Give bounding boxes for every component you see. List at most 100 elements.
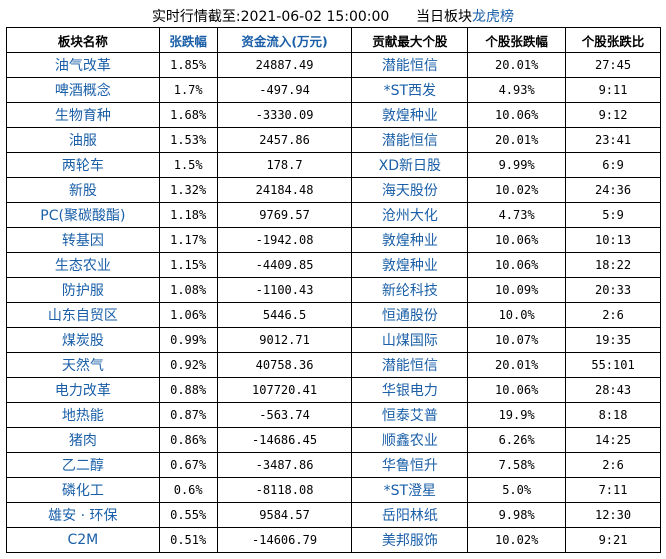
top-stock[interactable]: 沧州大化 (351, 202, 469, 228)
fund-inflow: 24887.49 (216, 52, 353, 78)
table-row: 磷化工 0.6% -8118.08 *ST澄星 5.0% 7:11 (6, 477, 661, 503)
table-row: 新股 1.32% 24184.48 海天股份 10.02% 24:36 (6, 177, 661, 203)
up-down-ratio: 9:11 (565, 77, 661, 103)
stock-change-pct: 20.01% (467, 52, 567, 78)
table-row: C2M 0.51% -14606.79 美邦服饰 10.02% 9:21 (6, 527, 661, 553)
change-pct: 0.99% (158, 327, 218, 353)
table-row: 生态农业 1.15% -4409.85 敦煌种业 10.06% 18:22 (6, 252, 661, 278)
longhubang-link[interactable]: 龙虎榜 (472, 9, 515, 25)
stock-change-pct: 20.01% (467, 127, 567, 153)
header-change[interactable]: 张跌幅 (158, 27, 218, 53)
table-row: PC(聚碳酸酯) 1.18% 9769.57 沧州大化 4.73% 5:9 (6, 202, 661, 228)
change-pct: 0.92% (158, 352, 218, 378)
sector-name[interactable]: 油气改革 (6, 52, 160, 78)
stock-change-pct: 19.9% (467, 402, 567, 428)
sector-name[interactable]: 转基因 (6, 227, 160, 253)
top-stock[interactable]: 海天股份 (351, 177, 469, 203)
sector-name[interactable]: 山东自贸区 (6, 302, 160, 328)
top-stock[interactable]: 潜能恒信 (351, 352, 469, 378)
stock-change-pct: 6.26% (467, 427, 567, 453)
fund-inflow: 9584.57 (216, 502, 353, 528)
sector-name[interactable]: PC(聚碳酸酯) (6, 202, 160, 228)
top-stock[interactable]: XD新日股 (351, 152, 469, 178)
change-pct: 1.32% (158, 177, 218, 203)
sector-name[interactable]: 新股 (6, 177, 160, 203)
change-pct: 0.67% (158, 452, 218, 478)
up-down-ratio: 20:33 (565, 277, 661, 303)
top-stock[interactable]: 山煤国际 (351, 327, 469, 353)
top-stock[interactable]: 恒通股份 (351, 302, 469, 328)
change-pct: 1.5% (158, 152, 218, 178)
sector-name[interactable]: 生态农业 (6, 252, 160, 278)
top-stock[interactable]: *ST西发 (351, 77, 469, 103)
sector-table: 板块名称 张跌幅 资金流入(万元) 贡献最大个股 个股张跌幅 个股张跌比 油气改革 1.85… (6, 27, 661, 553)
header-sector-name: 板块名称 (6, 27, 160, 53)
sector-name[interactable]: C2M (6, 527, 160, 553)
stock-change-pct: 10.07% (467, 327, 567, 353)
header-up-down-ratio: 个股张跌比 (565, 27, 661, 53)
table-row: 地热能 0.87% -563.74 恒泰艾普 19.9% 8:18 (6, 402, 661, 428)
header-fund-inflow[interactable]: 资金流入(万元) (216, 27, 353, 53)
stock-change-pct: 10.06% (467, 252, 567, 278)
top-stock[interactable]: 恒泰艾普 (351, 402, 469, 428)
header-stock-change: 个股张跌幅 (467, 27, 567, 53)
title-label: 当日板块 (416, 9, 473, 25)
sector-name[interactable]: 啤酒概念 (6, 77, 160, 103)
top-stock[interactable]: 新纶科技 (351, 277, 469, 303)
sector-name[interactable]: 雄安 · 环保 (6, 502, 160, 528)
stock-change-pct: 10.02% (467, 177, 567, 203)
sector-name[interactable]: 生物育种 (6, 102, 160, 128)
up-down-ratio: 28:43 (565, 377, 661, 403)
top-stock[interactable]: 华鲁恒升 (351, 452, 469, 478)
sector-name[interactable]: 乙二醇 (6, 452, 160, 478)
fund-inflow: 24184.48 (216, 177, 353, 203)
sector-name[interactable]: 两轮车 (6, 152, 160, 178)
fund-inflow: 178.7 (216, 152, 353, 178)
sector-name[interactable]: 猪肉 (6, 427, 160, 453)
fund-inflow: 5446.5 (216, 302, 353, 328)
sector-name[interactable]: 天然气 (6, 352, 160, 378)
stock-change-pct: 10.06% (467, 227, 567, 253)
change-pct: 1.85% (158, 52, 218, 78)
fund-inflow: -14606.79 (216, 527, 353, 553)
change-pct: 1.15% (158, 252, 218, 278)
top-stock[interactable]: 岳阳林纸 (351, 502, 469, 528)
top-stock[interactable]: 潜能恒信 (351, 52, 469, 78)
top-stock[interactable]: 敦煌种业 (351, 252, 469, 278)
change-pct: 0.6% (158, 477, 218, 503)
top-stock[interactable]: 华银电力 (351, 377, 469, 403)
up-down-ratio: 55:101 (565, 352, 661, 378)
up-down-ratio: 12:30 (565, 502, 661, 528)
stock-change-pct: 10.0% (467, 302, 567, 328)
change-pct: 0.86% (158, 427, 218, 453)
table-row: 天然气 0.92% 40758.36 潜能恒信 20.01% 55:101 (6, 352, 661, 378)
table-row: 煤炭股 0.99% 9012.71 山煤国际 10.07% 19:35 (6, 327, 661, 353)
stock-change-pct: 4.73% (467, 202, 567, 228)
top-stock[interactable]: 敦煌种业 (351, 102, 469, 128)
change-pct: 1.08% (158, 277, 218, 303)
sector-name[interactable]: 防护服 (6, 277, 160, 303)
up-down-ratio: 8:18 (565, 402, 661, 428)
fund-inflow: 107720.41 (216, 377, 353, 403)
stock-change-pct: 10.02% (467, 527, 567, 553)
up-down-ratio: 19:35 (565, 327, 661, 353)
table-row: 啤酒概念 1.7% -497.94 *ST西发 4.93% 9:11 (6, 77, 661, 103)
stock-change-pct: 9.99% (467, 152, 567, 178)
top-stock[interactable]: 潜能恒信 (351, 127, 469, 153)
sector-name[interactable]: 煤炭股 (6, 327, 160, 353)
stock-change-pct: 20.01% (467, 352, 567, 378)
top-stock[interactable]: *ST澄星 (351, 477, 469, 503)
sector-name[interactable]: 地热能 (6, 402, 160, 428)
sector-name[interactable]: 磷化工 (6, 477, 160, 503)
up-down-ratio: 5:9 (565, 202, 661, 228)
up-down-ratio: 23:41 (565, 127, 661, 153)
change-pct: 0.51% (158, 527, 218, 553)
fund-inflow: 9769.57 (216, 202, 353, 228)
sector-name[interactable]: 油服 (6, 127, 160, 153)
up-down-ratio: 9:12 (565, 102, 661, 128)
fund-inflow: 40758.36 (216, 352, 353, 378)
top-stock[interactable]: 美邦服饰 (351, 527, 469, 553)
top-stock[interactable]: 顺鑫农业 (351, 427, 469, 453)
top-stock[interactable]: 敦煌种业 (351, 227, 469, 253)
sector-name[interactable]: 电力改革 (6, 377, 160, 403)
